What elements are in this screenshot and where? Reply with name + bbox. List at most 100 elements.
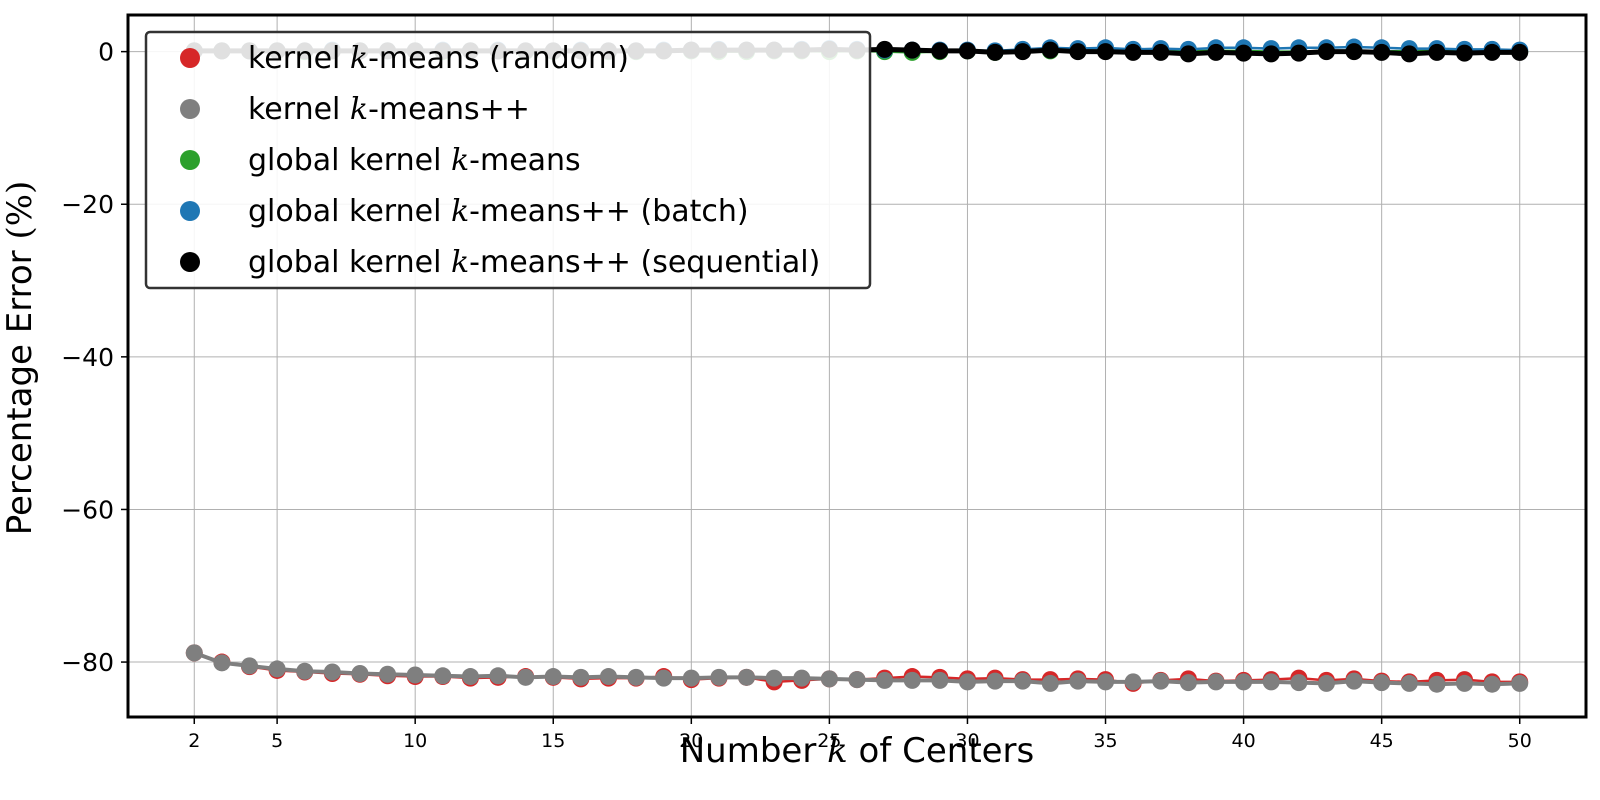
data-point	[1041, 41, 1059, 59]
data-point	[958, 673, 976, 691]
data-point	[682, 669, 700, 687]
x-axis-label: Number k of Centers	[680, 731, 1035, 771]
data-point	[986, 672, 1004, 690]
legend-marker	[180, 201, 200, 221]
data-point	[572, 668, 590, 686]
x-tick-label: 10	[403, 730, 427, 752]
data-point	[710, 668, 728, 686]
y-tick-label: −20	[61, 190, 114, 219]
data-point	[765, 669, 783, 687]
legend-marker	[180, 252, 200, 272]
data-point	[1235, 44, 1253, 62]
data-point	[599, 668, 617, 686]
data-point	[931, 42, 949, 60]
data-point	[1373, 43, 1391, 61]
data-point	[627, 668, 645, 686]
data-point	[241, 657, 258, 675]
data-point	[876, 40, 894, 58]
legend-marker	[180, 48, 200, 68]
y-tick-label: −80	[61, 648, 114, 677]
data-point	[1235, 673, 1253, 691]
y-axis-label: Percentage Error (%)	[0, 181, 40, 536]
data-point	[903, 41, 921, 59]
legend-label-part: -means	[469, 143, 581, 178]
x-axis-label-part: of Centers	[848, 731, 1035, 771]
data-point	[1041, 674, 1059, 692]
legend-label-part: k	[451, 245, 469, 280]
series-1	[185, 644, 1529, 693]
data-point	[1345, 43, 1363, 61]
legend-label-part: -means++ (batch)	[469, 194, 748, 229]
legend-label-part: k	[451, 143, 469, 178]
x-axis-ticks: 2 5 10 15 20 25 30 35 40 45 50	[188, 717, 1532, 752]
data-point	[1456, 44, 1473, 62]
y-axis-label-part: (%)	[0, 181, 40, 240]
data-point	[1400, 45, 1418, 63]
data-point	[1428, 43, 1446, 61]
legend-label-part: kernel	[248, 92, 350, 127]
data-point	[544, 668, 562, 686]
data-point	[903, 671, 921, 689]
x-axis-label-part: k	[827, 731, 848, 771]
legend-label: kernel k-means (random)	[248, 41, 629, 76]
data-point	[820, 670, 838, 688]
x-tick-label: 2	[188, 730, 200, 752]
data-point	[296, 662, 314, 680]
y-axis-ticks: 0 −20 −40 −60 −80	[61, 38, 128, 677]
x-tick-label: 45	[1370, 730, 1394, 752]
y-tick-label: −60	[61, 495, 114, 524]
data-point	[931, 671, 949, 689]
data-point	[185, 644, 203, 662]
data-point	[1290, 674, 1308, 692]
data-point	[986, 43, 1004, 61]
data-point	[1097, 673, 1115, 691]
data-point	[655, 669, 673, 687]
data-point	[1207, 673, 1225, 691]
y-tick-label: 0	[98, 38, 114, 67]
data-point	[1014, 43, 1032, 61]
data-point	[323, 663, 341, 681]
legend-label: global kernel k-means	[248, 143, 581, 178]
data-point	[958, 42, 976, 60]
data-point	[876, 671, 894, 689]
legend-marker	[180, 99, 200, 119]
legend-label-part: global kernel	[248, 245, 451, 280]
data-point	[1483, 43, 1501, 61]
x-tick-label: 20	[679, 730, 703, 752]
data-point	[1373, 674, 1391, 692]
legend-label-part: k	[451, 194, 469, 229]
x-tick-label: 5	[271, 730, 283, 752]
data-point	[1345, 672, 1363, 690]
x-axis-label-part: Number	[680, 731, 827, 771]
data-point	[1124, 673, 1142, 691]
data-point	[1511, 43, 1529, 61]
x-tick-label: 50	[1508, 730, 1532, 752]
legend-label-part: -means++ (sequential)	[469, 245, 820, 280]
legend-label-part: global kernel	[248, 143, 451, 178]
y-tick-label: −40	[61, 343, 114, 372]
data-point	[1511, 674, 1529, 692]
data-point	[1290, 44, 1308, 62]
legend-label-part: k	[350, 92, 368, 127]
data-point	[1262, 45, 1280, 63]
x-tick-label: 25	[817, 730, 841, 752]
data-point	[738, 668, 756, 686]
data-point	[406, 666, 424, 684]
legend-label: kernel k-means++	[248, 92, 530, 127]
legend: kernel k-means (random) kernel k-means++ g…	[144, 30, 872, 290]
data-point	[351, 665, 369, 683]
legend-box	[144, 30, 872, 290]
data-point	[1152, 672, 1170, 690]
data-point	[1069, 43, 1087, 61]
data-point	[1207, 43, 1225, 61]
legend-label-part: k	[350, 41, 368, 76]
data-point	[1317, 43, 1335, 61]
legend-label: global kernel k-means++ (sequential)	[248, 245, 820, 280]
x-tick-label: 30	[955, 730, 979, 752]
legend-marker	[180, 150, 200, 170]
data-point	[434, 667, 452, 685]
data-point	[489, 667, 507, 685]
data-point	[379, 665, 397, 683]
data-point	[1179, 674, 1197, 692]
